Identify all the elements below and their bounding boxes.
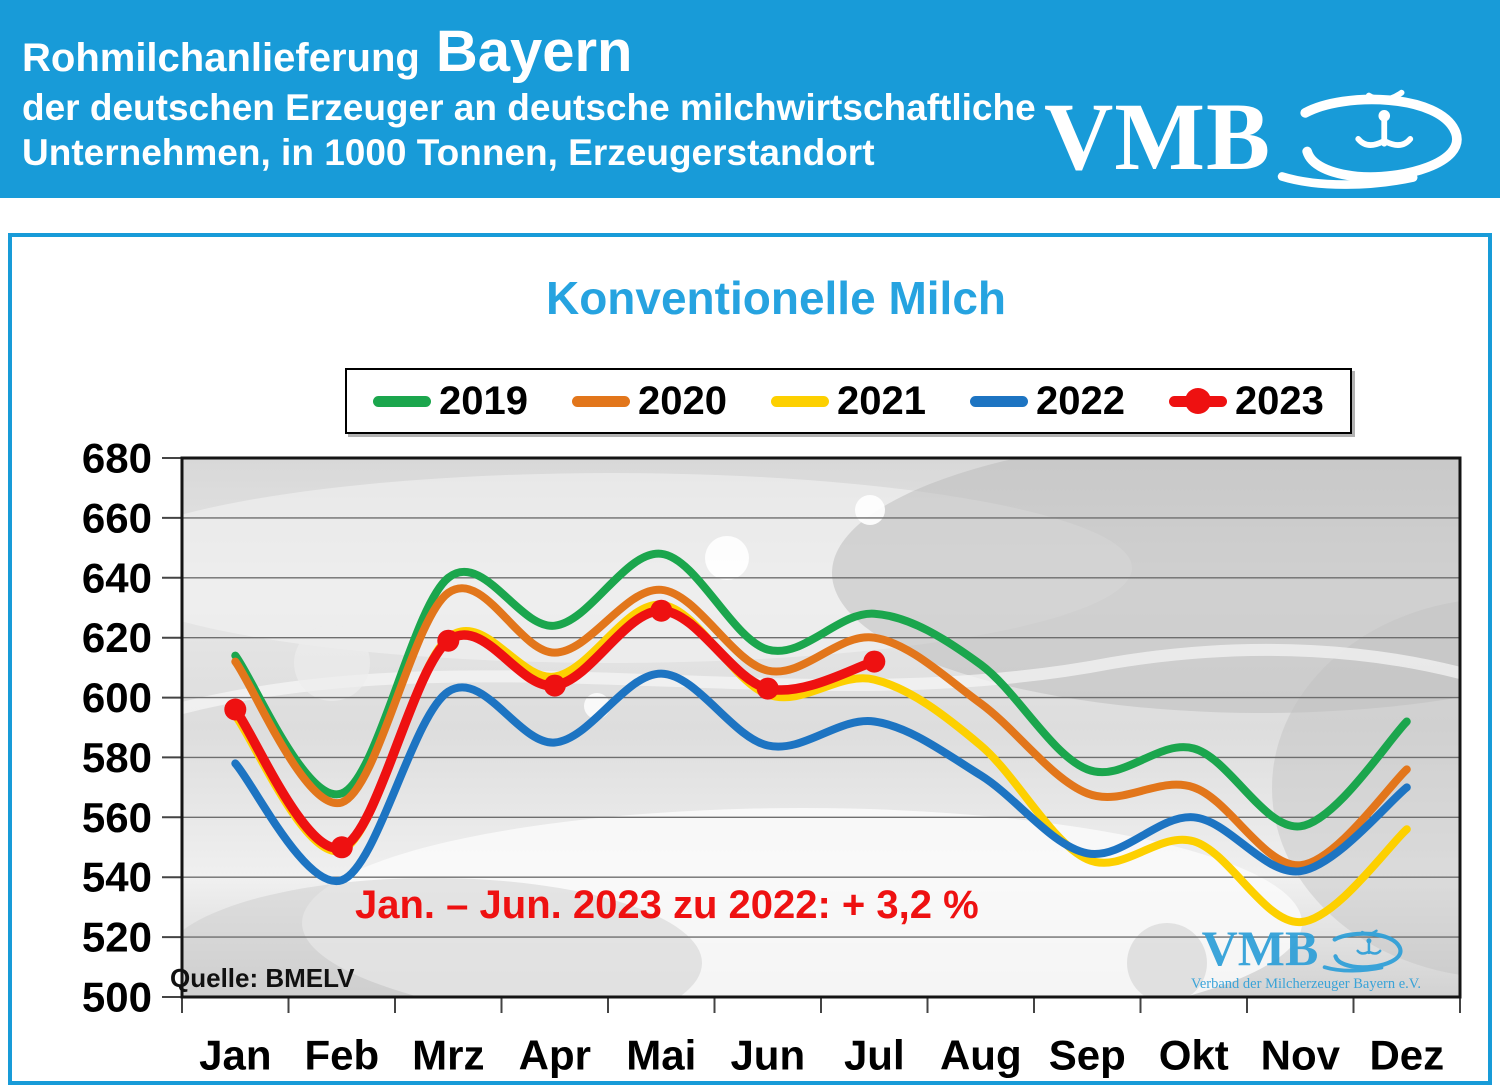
data-marker-2023 — [330, 836, 353, 859]
chart-svg: 680 660 640 620 600 580 560 540 520 500 Jan Feb Mrz… — [82, 435, 1462, 1079]
legend-label-2020: 2020 — [637, 379, 727, 423]
watermark-vmb-text: VMB — [1201, 920, 1319, 976]
y-tick-label: 640 — [82, 554, 152, 601]
data-marker-2023 — [863, 650, 886, 673]
x-tick-label: Apr — [519, 1032, 591, 1079]
legend-label-2019: 2019 — [439, 379, 528, 423]
x-tick-label: Feb — [304, 1032, 379, 1079]
x-tick-label: Aug — [940, 1032, 1022, 1079]
legend-marker-dot — [1184, 388, 1211, 414]
chart-panel: Konventionelle Milch 2019 2020 2021 2022 202… — [8, 233, 1492, 1085]
y-tick-label: 580 — [82, 734, 152, 781]
y-tick-label: 620 — [82, 614, 152, 661]
plot-watermark: VMB Verband der Milcherzeuger Bayern e.V… — [1138, 923, 1474, 993]
legend-label-2022: 2022 — [1035, 379, 1125, 423]
data-marker-2023 — [650, 599, 673, 622]
source-label: Quelle: BMELV — [170, 963, 355, 993]
x-tick-label: Jan — [199, 1032, 271, 1079]
series-line-2020 — [231, 584, 1411, 870]
header-text: Rohmilchanlieferung Bayern der deutschen … — [22, 18, 1036, 175]
legend: 2019 2020 2021 2022 2023 — [345, 368, 1352, 434]
legend-label-2021: 2021 — [836, 379, 926, 423]
legend-item-2020: 2020 — [571, 379, 727, 423]
x-tick-label: Nov — [1261, 1032, 1341, 1079]
data-marker-2023 — [224, 698, 247, 721]
x-tick-label: Okt — [1159, 1032, 1229, 1079]
chart-title: Konventionelle Milch — [545, 272, 1007, 324]
header-subtitle-line1: der deutschen Erzeuger an deutsche milch… — [22, 87, 1036, 128]
y-tick-label: 500 — [82, 974, 152, 1021]
x-tick-label: Mrz — [412, 1032, 484, 1079]
x-tick-label: Jun — [730, 1032, 805, 1079]
vmb-logo: VMB — [1044, 84, 1480, 190]
x-tick-label: Sep — [1049, 1032, 1126, 1079]
legend-item-2019: 2019 — [373, 381, 528, 421]
header-banner: Rohmilchanlieferung Bayern der deutschen … — [0, 0, 1500, 198]
legend-swatch-2022 — [969, 395, 1028, 407]
header-title: Rohmilchanlieferung Bayern — [22, 18, 1036, 85]
plot-border — [180, 456, 1462, 999]
data-marker-2023 — [543, 674, 566, 697]
legend-item-2022: 2022 — [969, 379, 1125, 423]
legend-swatch-2020 — [571, 395, 630, 407]
marker-layer — [224, 599, 886, 859]
annotation-2023-vs-2022: Jan. – Jun. 2023 zu 2022: + 3,2 % — [355, 883, 979, 927]
plot-background — [182, 458, 1460, 997]
y-tick-label: 600 — [82, 674, 152, 721]
series-line-2019 — [231, 549, 1411, 831]
milk-swirl-icon — [1275, 84, 1480, 190]
series-line-2022 — [231, 669, 1411, 885]
watermark-subtext: Verband der Milcherzeuger Bayern e.V. — [1190, 976, 1422, 992]
y-tick-label: 660 — [82, 494, 152, 541]
legend-label-2023: 2023 — [1234, 379, 1324, 423]
watermark-swirl-icon — [1322, 927, 1410, 973]
legend-item-2023: 2023 — [1168, 379, 1324, 423]
x-tick-label: Mai — [626, 1032, 696, 1079]
x-tick-label: Jul — [844, 1032, 905, 1079]
data-marker-2023 — [437, 629, 460, 652]
legend-swatch-2019 — [373, 395, 431, 407]
legend-swatch-2021 — [770, 395, 829, 407]
x-axis-layer: Jan Feb Mrz Apr Mai Jun Jul Aug Sep Okt Nov Dez — [181, 997, 1461, 1079]
data-marker-2023 — [756, 677, 779, 700]
header-title-small: Rohmilchanlieferung — [22, 36, 420, 80]
y-tick-label: 680 — [82, 435, 152, 482]
vmb-logo-text: VMB — [1044, 83, 1271, 190]
x-tick-label: Dez — [1369, 1032, 1444, 1079]
legend-swatch-2023 — [1168, 388, 1227, 414]
y-tick-label: 540 — [82, 854, 152, 901]
y-tick-label: 560 — [82, 794, 152, 841]
legend-item-2021: 2021 — [770, 379, 926, 423]
header-title-big: Bayern — [435, 19, 633, 84]
y-tick-label: 520 — [82, 914, 152, 961]
header-subtitle-line2: Unternehmen, in 1000 Tonnen, Erzeugersta… — [22, 132, 875, 174]
